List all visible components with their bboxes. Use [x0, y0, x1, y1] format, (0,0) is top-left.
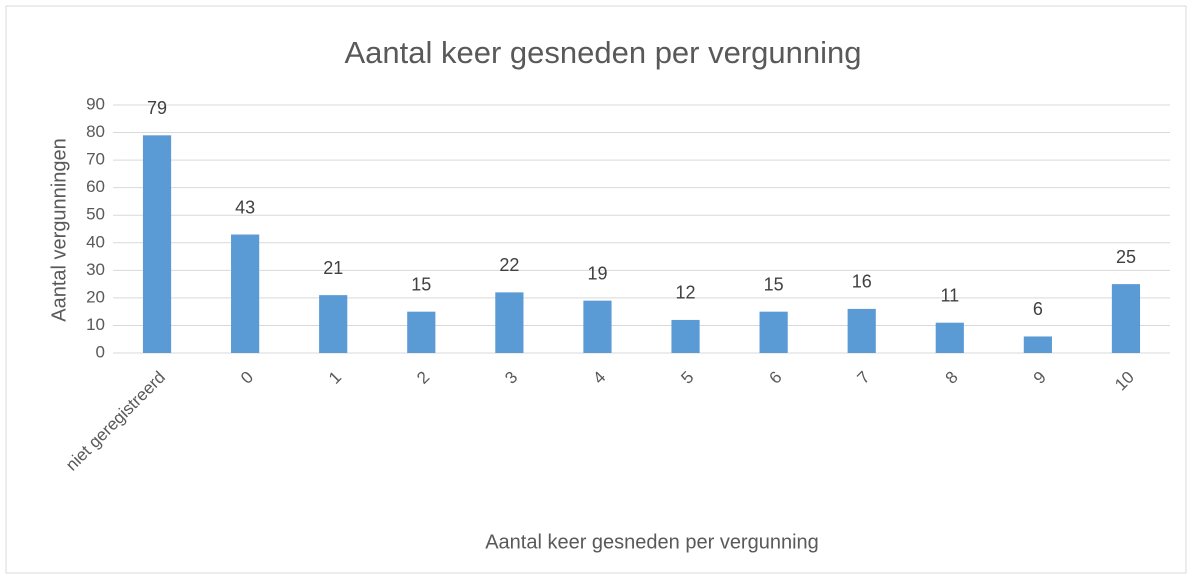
y-tick-label: 80 [86, 122, 105, 141]
value-label: 16 [852, 272, 872, 292]
value-label: 15 [764, 274, 784, 294]
bar [231, 234, 260, 353]
y-axis-label: Aantal vergunningen [48, 138, 70, 321]
bar [759, 311, 788, 353]
y-tick-label: 30 [86, 260, 105, 279]
bar [407, 311, 436, 353]
value-label: 22 [499, 255, 519, 275]
y-tick-label: 20 [86, 287, 105, 306]
bar [583, 300, 612, 353]
bar [1023, 336, 1052, 353]
bar [935, 322, 964, 353]
bar [671, 319, 700, 353]
x-axis-label: Aantal keer gesneden per vergunning [485, 531, 819, 553]
y-tick-label: 90 [86, 94, 105, 113]
y-tick-label: 0 [96, 342, 105, 361]
bar [847, 308, 876, 353]
value-label: 43 [235, 197, 255, 217]
y-tick-label: 70 [86, 150, 105, 169]
value-label: 19 [587, 263, 607, 283]
y-tick-label: 60 [86, 177, 105, 196]
value-label: 15 [411, 274, 431, 294]
y-tick-label: 10 [86, 315, 105, 334]
chart-frame [5, 5, 1187, 574]
value-label: 6 [1033, 299, 1043, 319]
bar [142, 135, 172, 353]
value-label: 79 [147, 98, 167, 118]
chart-title: Aantal keer gesneden per vergunning [344, 35, 861, 70]
bar [495, 292, 524, 353]
y-tick-label: 40 [86, 232, 105, 251]
bar [319, 295, 348, 353]
value-label: 12 [676, 283, 696, 303]
y-tick-label: 50 [86, 205, 105, 224]
value-label: 11 [940, 285, 959, 305]
value-label: 25 [1116, 247, 1136, 267]
bar [1111, 284, 1141, 353]
value-label: 21 [323, 258, 343, 278]
